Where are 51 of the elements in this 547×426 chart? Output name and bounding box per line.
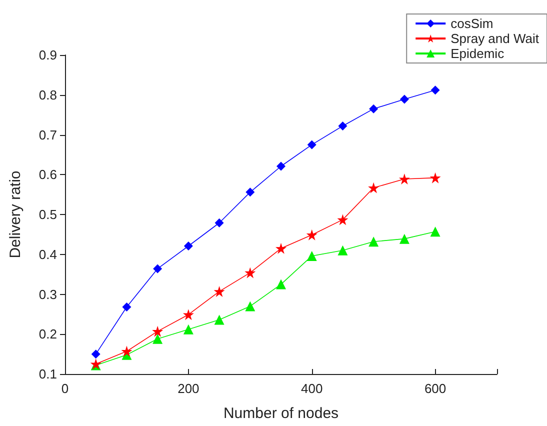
legend-label: cosSim <box>450 16 494 31</box>
point <box>214 286 225 297</box>
y-tick-label: 0.5 <box>38 207 57 222</box>
y-tick-label: 0.7 <box>38 127 57 142</box>
point <box>153 264 162 274</box>
x-tick-label: 200 <box>178 381 200 396</box>
point <box>369 104 378 114</box>
point <box>183 324 194 334</box>
legend-label: Spray and Wait <box>450 31 540 46</box>
point <box>121 346 132 357</box>
x-axis-title: Number of nodes <box>223 405 339 422</box>
y-tick-label: 0.2 <box>38 326 57 342</box>
x-tick-label: 400 <box>301 381 323 396</box>
point <box>338 121 348 130</box>
point <box>276 279 286 290</box>
point <box>398 174 410 185</box>
point <box>244 267 256 278</box>
point <box>214 218 224 228</box>
x-tick-label: 0 <box>61 381 69 396</box>
point <box>307 140 316 150</box>
point <box>182 309 194 320</box>
y-tick-label: 0.6 <box>38 167 57 182</box>
point <box>430 172 441 184</box>
point <box>337 214 348 226</box>
point <box>368 182 380 194</box>
point <box>245 301 256 312</box>
point <box>152 326 164 337</box>
point <box>430 86 440 95</box>
legend-label: Epidemic <box>450 46 505 61</box>
point <box>122 302 132 312</box>
y-axis-title: Delivery ratio <box>7 170 24 258</box>
point <box>276 242 286 254</box>
y-tick-label: 0.1 <box>38 366 57 382</box>
point <box>368 236 379 247</box>
point <box>338 245 348 256</box>
point <box>400 94 409 104</box>
point <box>184 242 193 250</box>
x-tick-label: 600 <box>424 381 446 396</box>
point <box>430 226 440 237</box>
point <box>152 334 163 344</box>
y-tick-label: 0.9 <box>38 48 57 62</box>
point <box>306 229 318 240</box>
point <box>276 162 286 171</box>
point <box>214 314 224 325</box>
point <box>306 250 317 261</box>
y-tick-label: 0.3 <box>38 286 57 302</box>
point <box>246 188 255 197</box>
y-tick-label: 0.4 <box>38 246 57 262</box>
y-tick-label: 0.8 <box>38 87 57 102</box>
point <box>399 234 410 244</box>
point <box>91 350 100 359</box>
